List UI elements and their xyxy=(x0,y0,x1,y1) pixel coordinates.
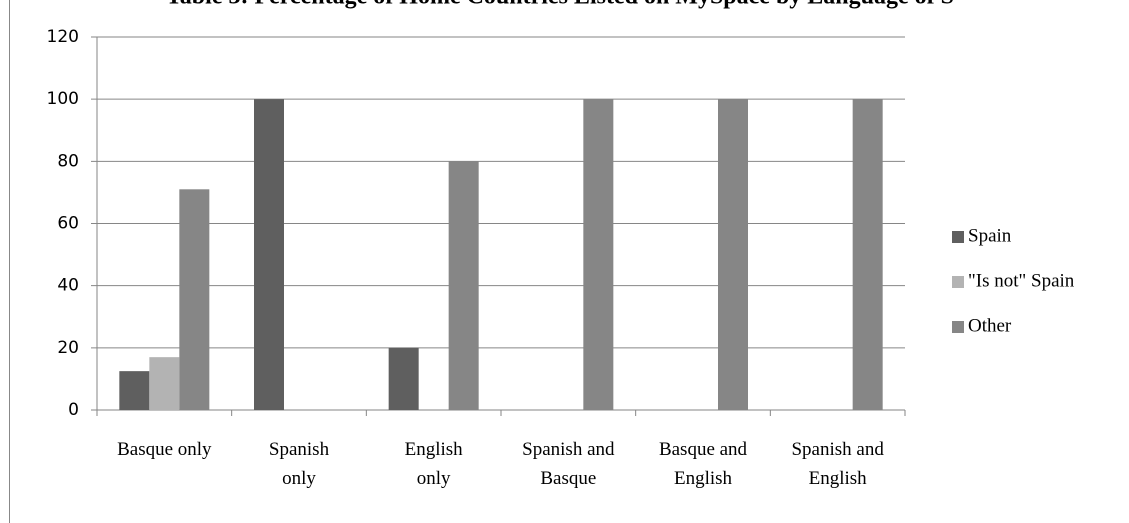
bar xyxy=(718,99,748,411)
y-tick-label: 40 xyxy=(57,276,79,296)
y-tick-label: 80 xyxy=(57,151,79,171)
chart-title: Table 3: Percentage of Home Countries Li… xyxy=(166,0,954,10)
y-tick-label: 100 xyxy=(47,89,79,109)
bar xyxy=(149,357,180,410)
legend-swatch xyxy=(952,276,964,288)
legend-swatch xyxy=(952,231,964,243)
legend-label: "Is not" Spain xyxy=(968,270,1075,291)
bar xyxy=(852,99,883,411)
bar xyxy=(388,347,419,410)
x-tick-label: Spanish and Basque xyxy=(522,439,615,489)
x-tick-label: Basque and English xyxy=(658,439,748,489)
y-tick-label: 20 xyxy=(57,338,79,358)
bar xyxy=(448,161,479,410)
bar xyxy=(179,189,210,410)
chart-frame xyxy=(9,0,10,523)
legend-swatch xyxy=(952,321,964,333)
legend-label: Other xyxy=(968,315,1012,336)
x-tick-label: Basque only xyxy=(117,439,212,460)
bar xyxy=(119,371,150,410)
x-tick-label: English only xyxy=(404,439,463,489)
bar xyxy=(583,99,614,411)
x-tick-label: Spanish only xyxy=(268,439,330,489)
y-tick-label: 60 xyxy=(57,214,79,234)
y-tick-label: 0 xyxy=(68,400,79,420)
bar xyxy=(254,99,284,411)
legend-label: Spain xyxy=(968,225,1012,246)
x-tick-label: Spanish and English xyxy=(791,439,884,489)
y-tick-label: 120 xyxy=(47,27,79,47)
